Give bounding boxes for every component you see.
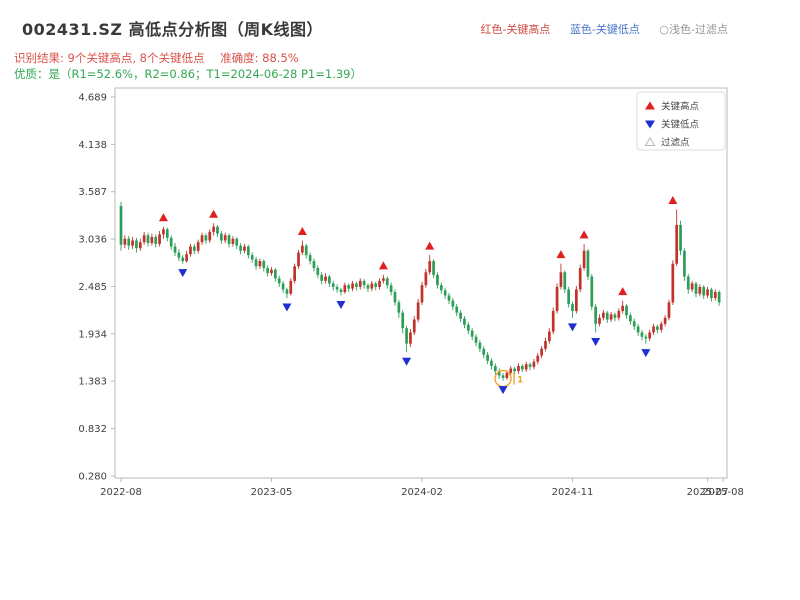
y-axis: 4.689 4.138 3.587 3.036 2.485 1.934 1.383 0.832…: [78, 93, 115, 483]
x-tick-label: 2023-05: [251, 487, 293, 498]
y-tick-label: 1.934: [78, 329, 107, 340]
x-tick-label: 2024-11: [552, 487, 594, 498]
candles-layer: [119, 201, 721, 381]
plot-frame: [114, 87, 728, 479]
key-low-marker: [282, 303, 292, 312]
key-high-marker: [209, 209, 219, 218]
x-tick-label: 2022-08: [100, 487, 142, 498]
y-tick-label: 3.036: [78, 235, 107, 246]
x-tick-label: 2025-07: [687, 487, 729, 498]
key-low-marker: [591, 337, 601, 346]
key-high-marker: [579, 230, 589, 239]
recognition-result-line: 识别结果: 9个关键高点, 8个关键低点 准确度: 88.5%: [14, 50, 299, 66]
legend-hollow-triangle-icon: [644, 137, 656, 146]
x-tick-label: 2025-08: [702, 487, 744, 498]
key-low-marker: [498, 386, 508, 395]
key-low-marker: [568, 323, 577, 332]
key-low-marker: [336, 300, 346, 309]
y-tick-label: 0.280: [78, 472, 107, 483]
t1-annotation-label: 1: [517, 376, 523, 386]
key-high-marker: [556, 250, 566, 259]
accuracy-text: 准确度: 88.5%: [220, 51, 299, 65]
legend-up-triangle-icon: [645, 101, 655, 110]
y-tick-label: 4.138: [78, 140, 107, 151]
header-legend-key-low-label: 蓝色-关键低点: [569, 23, 640, 36]
y-tick-label: 4.689: [78, 93, 107, 104]
y-tick-label: 1.383: [78, 377, 107, 388]
legend-item-label: 关键低点: [661, 119, 700, 131]
key-low-marker: [641, 349, 651, 358]
key-high-marker: [378, 261, 388, 270]
legend-down-triangle-icon: [645, 120, 655, 129]
key-high-marker: [158, 213, 168, 222]
y-tick-label: 0.832: [78, 424, 107, 435]
y-tick-label: 3.587: [78, 187, 107, 198]
legend-item-label: 关键高点: [661, 101, 700, 113]
key-low-marker: [402, 357, 412, 366]
key-low-markers: [178, 269, 651, 395]
x-axis: 2022-08 2023-05 2024-02 2024-11 2025-072025-…: [100, 478, 744, 498]
page-title: 002431.SZ 高低点分析图（周K线图）: [22, 20, 323, 39]
header-legend-key-high-label: 红色-关键高点: [480, 23, 551, 36]
key-high-markers: [158, 196, 678, 296]
key-high-marker: [668, 196, 678, 205]
x-tick-label: 2024-02: [401, 487, 443, 498]
key-high-marker: [618, 287, 628, 296]
key-low-marker: [178, 269, 188, 278]
y-tick-label: 2.485: [78, 282, 107, 293]
header-legend-filtered-label: ○浅色-过滤点: [659, 23, 728, 36]
key-high-marker: [297, 226, 307, 235]
key-high-marker: [425, 241, 435, 250]
recognition-result-text: 识别结果: 9个关键高点, 8个关键低点: [14, 51, 205, 65]
quality-line: 优质：是（R1=52.6%，R2=0.86；T1=2024-06-28 P1=1…: [14, 67, 362, 81]
legend-item-label: 过滤点: [661, 137, 690, 149]
header-color-legend: 红色-关键高点 蓝色-关键低点 ○浅色-过滤点: [464, 21, 728, 37]
